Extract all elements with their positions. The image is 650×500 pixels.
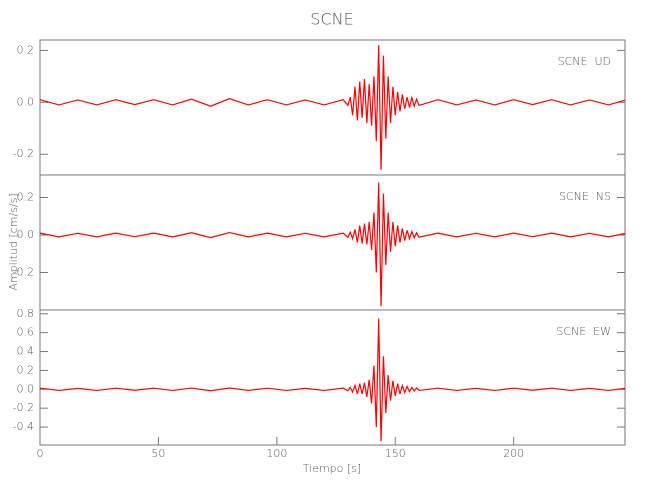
y-tick-label: 0.0 [17, 382, 35, 395]
y-tick-label: -0.4 [13, 420, 34, 433]
y-tick-label: -0.2 [13, 401, 34, 414]
y-tick-label: 0.8 [17, 307, 35, 320]
y-tick-label: 0.2 [17, 191, 35, 204]
x-tick-label: 100 [266, 447, 287, 460]
y-tick-label: 0.6 [17, 326, 35, 339]
y-tick-label: 0.4 [17, 345, 35, 358]
x-tick-label: 200 [503, 447, 524, 460]
y-tick-label: 0.2 [17, 363, 35, 376]
x-tick-label: 150 [385, 447, 406, 460]
chart-title: SCNE [310, 10, 353, 29]
x-tick-label: 50 [151, 447, 165, 460]
y-tick-label: 0.0 [17, 95, 35, 108]
panel-label: SCNE UD [558, 55, 611, 68]
y-axis-label: Amplitud [cm/s/s] [7, 193, 20, 290]
x-tick-label: 0 [37, 447, 44, 460]
waveform [39, 318, 626, 442]
waveform [39, 45, 626, 170]
y-tick-label: 0.0 [17, 228, 35, 241]
waveform [39, 182, 626, 307]
panel-label: SCNE EW [556, 325, 611, 338]
y-tick-label: -0.2 [13, 266, 34, 279]
y-tick-label: -0.2 [13, 147, 34, 160]
panel-frame [39, 39, 626, 176]
panel-frame [39, 309, 626, 446]
x-axis-label: Tiempo [s] [303, 462, 361, 475]
panel-frame [39, 174, 626, 311]
panel-label: SCNE NS [559, 190, 611, 203]
y-tick-label: 0.2 [17, 43, 35, 56]
